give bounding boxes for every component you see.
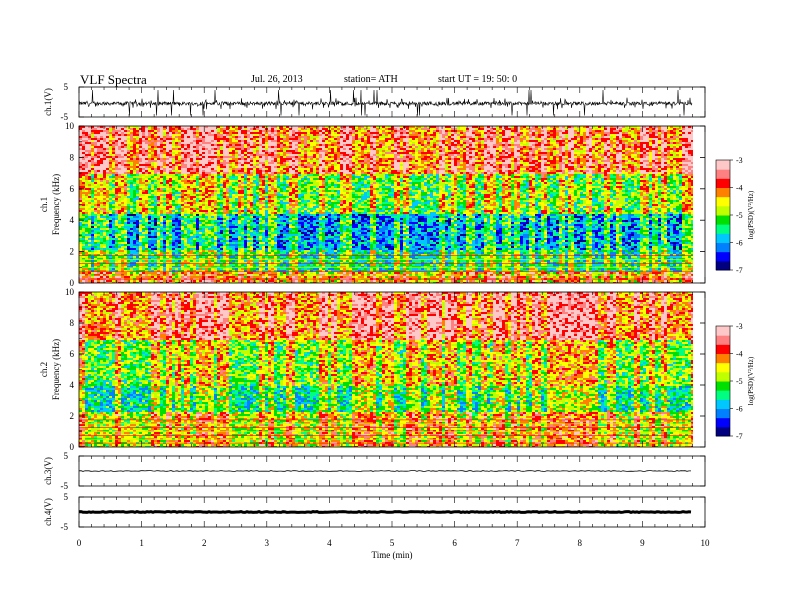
- colorbar-cell: [716, 224, 730, 234]
- colorbar-cell: [716, 160, 730, 170]
- ytick-label: 8: [70, 318, 75, 328]
- date-label: Jul. 26, 2013: [251, 74, 303, 85]
- colorbar-cell: [716, 326, 730, 336]
- colorbar-cell: [716, 426, 730, 437]
- colorbar-cell: [716, 399, 730, 409]
- ytick-label: 6: [70, 184, 75, 194]
- xtick-label: 8: [578, 538, 583, 548]
- colorbar-cell: [716, 260, 730, 271]
- ylabel-ch4-waveform: ch.4(V): [43, 498, 53, 526]
- ylabel-frequency-2: Frequency (kHz): [51, 339, 61, 400]
- xtick-label: 4: [327, 538, 332, 548]
- colorbar-tick-label: -6: [736, 405, 743, 414]
- ylabel-channel-2: ch.2: [39, 362, 49, 377]
- colorbar-cell: [716, 371, 730, 382]
- colorbar-tick-label: -3: [736, 322, 743, 331]
- colorbar-tick-label: -3: [736, 156, 743, 165]
- ytick-label: -5: [61, 112, 69, 122]
- ytick-label: 10: [65, 121, 75, 131]
- colorbar-tick-label: -4: [736, 184, 743, 193]
- colorbar-cell: [716, 381, 730, 391]
- colorbar-cell: [716, 242, 730, 253]
- xtick-label: 3: [265, 538, 270, 548]
- ylabel-ch1-waveform: ch.1(V): [43, 88, 53, 116]
- chart-title: VLF Spectra: [80, 72, 147, 88]
- xtick-label: 9: [640, 538, 645, 548]
- ytick-label: 0: [70, 442, 75, 452]
- xtick-label: 6: [452, 538, 457, 548]
- colorbar-cell: [716, 344, 730, 354]
- xtick-label: 10: [701, 538, 711, 548]
- colorbar-cell: [716, 169, 730, 179]
- colorbar-tick-label: -5: [736, 377, 743, 386]
- colorbar-cell: [716, 196, 730, 207]
- harmonic-lines: [79, 419, 693, 444]
- ytick-label: 2: [70, 411, 75, 421]
- ytick-label: 2: [70, 247, 75, 257]
- spectrogram-1: [79, 126, 693, 283]
- start-time-label: start UT = 19: 50: 0: [438, 74, 517, 85]
- ytick-label: 5: [64, 451, 69, 461]
- xtick-label: 0: [77, 538, 82, 548]
- colorbar-label: log(PSD)(V²/Hz): [747, 356, 755, 405]
- colorbar-cell: [716, 233, 730, 243]
- ytick-label: 4: [70, 215, 75, 225]
- colorbar-tick-label: -7: [736, 266, 743, 275]
- waveform-ch3: [78, 470, 691, 472]
- spectrogram-layer: [79, 126, 730, 447]
- colorbar-cell: [716, 362, 730, 373]
- ylabel-frequency-1: Frequency (kHz): [51, 174, 61, 235]
- colorbar-cell: [716, 417, 730, 428]
- ylabel-channel-1: ch.1: [39, 197, 49, 212]
- colorbar-cell: [716, 187, 730, 198]
- colorbar-tick-label: -5: [736, 211, 743, 220]
- xtick-label: 5: [390, 538, 395, 548]
- colorbar-label: log(PSD)(V²/Hz): [747, 190, 755, 239]
- panel-frames: [78, 86, 733, 528]
- colorbar-tick-label: -7: [736, 432, 743, 441]
- colorbar-cell: [716, 390, 730, 400]
- xtick-label: 1: [139, 538, 144, 548]
- colorbar-cell: [716, 178, 730, 188]
- ytick-label: 0: [70, 278, 75, 288]
- colorbar-cell: [716, 335, 730, 345]
- waveform-ch4: [78, 509, 692, 515]
- station-label: station= ATH: [344, 74, 398, 85]
- colorbar-cell: [716, 205, 730, 216]
- ytick-label: 8: [70, 152, 75, 162]
- colorbar-cell: [716, 251, 730, 262]
- ytick-label: 4: [70, 380, 75, 390]
- waveform-ch1: [79, 89, 693, 116]
- spectrogram-2: [79, 292, 693, 447]
- xtick-label: 2: [202, 538, 207, 548]
- harmonic-lines: [79, 255, 693, 280]
- colorbar-cell: [716, 408, 730, 419]
- ytick-label: 10: [65, 287, 75, 297]
- ytick-label: 5: [64, 82, 69, 92]
- colorbar-cell: [716, 215, 730, 225]
- waveform-layer: [78, 89, 693, 515]
- ytick-label: 6: [70, 349, 75, 359]
- xaxis-label: Time (min): [372, 550, 413, 560]
- colorbar-2: [716, 326, 730, 437]
- colorbar-1: [716, 160, 730, 271]
- ylabel-ch3-waveform: ch.3(V): [43, 457, 53, 485]
- colorbar-cell: [716, 353, 730, 364]
- ytick-label: -5: [61, 522, 69, 532]
- colorbar-tick-label: -6: [736, 239, 743, 248]
- ytick-label: 5: [64, 492, 69, 502]
- xtick-label: 7: [515, 538, 520, 548]
- colorbar-tick-label: -4: [736, 350, 743, 359]
- ytick-label: -5: [61, 481, 69, 491]
